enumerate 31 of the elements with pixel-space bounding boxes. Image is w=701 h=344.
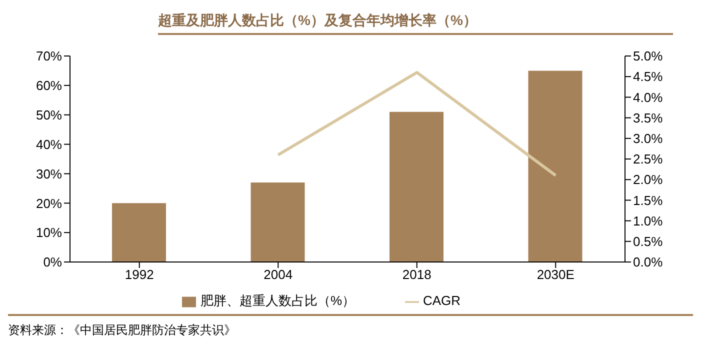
y-tick-label: 40% bbox=[36, 136, 62, 152]
x-tick-label: 2004 bbox=[264, 267, 293, 282]
y2-tick-label: 3.0% bbox=[633, 131, 664, 146]
y-tick-label: 0% bbox=[43, 254, 62, 270]
legend-label: 肥胖、超重人数占比（%） bbox=[200, 293, 355, 308]
x-tick-label: 1992 bbox=[124, 267, 154, 282]
y-tick-label: 10% bbox=[36, 225, 62, 240]
x-tick-label: 2030E bbox=[536, 267, 575, 282]
y2-tick-label: 4.5% bbox=[633, 69, 664, 84]
y2-tick-label: 5.0% bbox=[633, 48, 664, 64]
legend-label: CAGR bbox=[423, 293, 461, 308]
y2-tick-label: 1.0% bbox=[633, 213, 664, 228]
y2-tick-label: 2.0% bbox=[633, 172, 664, 188]
y-tick-label: 50% bbox=[36, 107, 62, 122]
y2-tick-label: 0.0% bbox=[633, 254, 664, 270]
y-tick-label: 30% bbox=[36, 166, 62, 182]
x-tick-label: 2018 bbox=[402, 267, 432, 282]
y-tick-label: 20% bbox=[36, 196, 62, 211]
y2-tick-label: 2.5% bbox=[633, 152, 664, 167]
bar bbox=[390, 112, 444, 262]
bar bbox=[528, 70, 582, 262]
y2-tick-label: 3.5% bbox=[633, 110, 664, 126]
chart-title: 超重及肥胖人数占比（%）及复合年均增长率（%） bbox=[158, 12, 673, 35]
y2-tick-label: 4.0% bbox=[633, 90, 664, 105]
text: 资料来源：《中国居民肥胖防治专家共识》 bbox=[8, 322, 237, 339]
y2-tick-label: 1.5% bbox=[633, 192, 664, 208]
y-tick-label: 60% bbox=[36, 78, 62, 94]
bar bbox=[250, 182, 305, 262]
bar bbox=[112, 203, 166, 262]
y-tick-label: 70% bbox=[36, 48, 62, 64]
y2-tick-label: 0.5% bbox=[633, 234, 664, 250]
